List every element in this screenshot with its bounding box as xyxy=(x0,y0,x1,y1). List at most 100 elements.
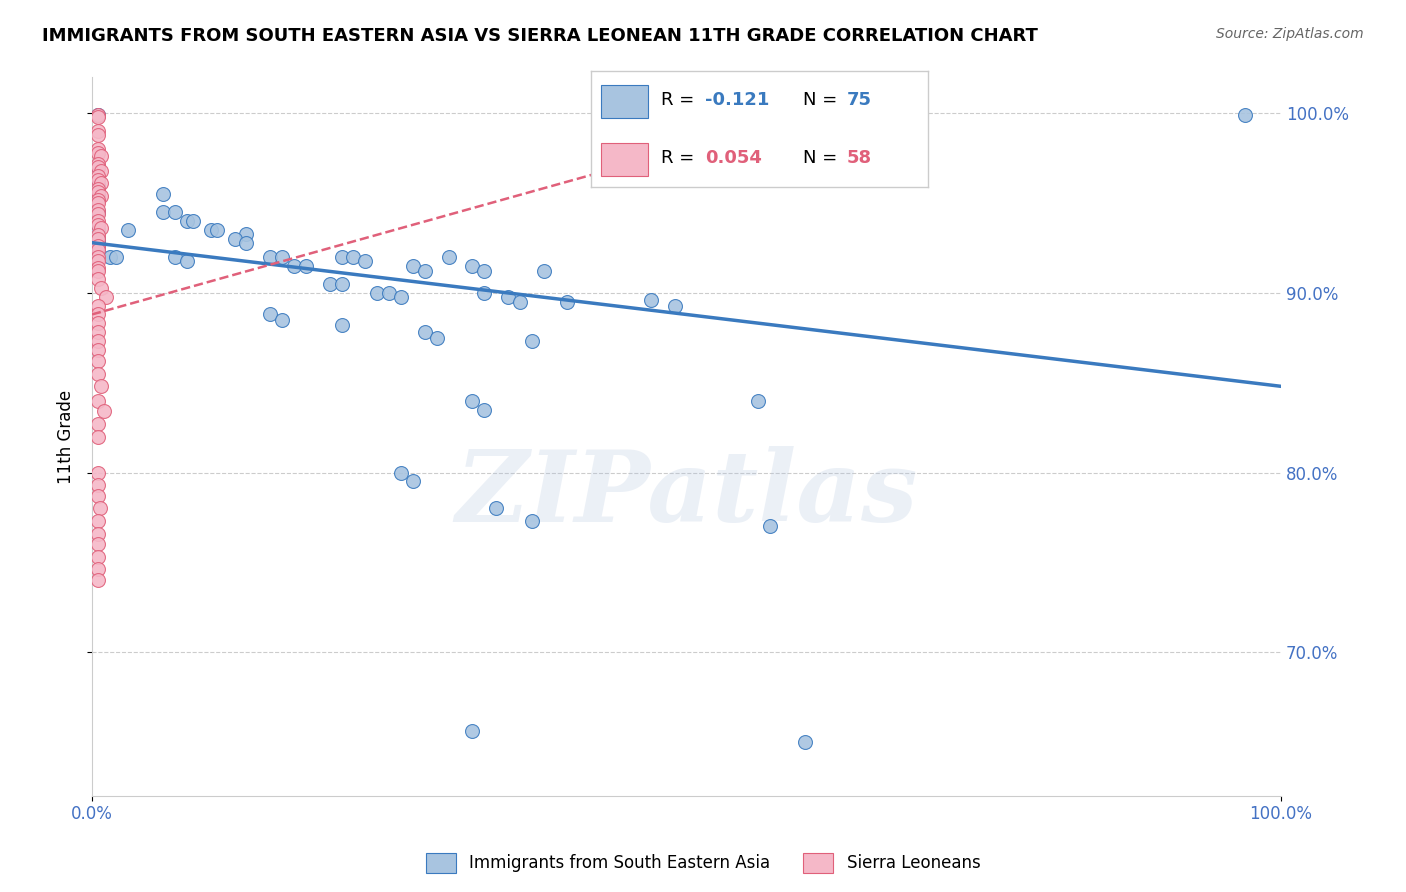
Point xyxy=(533,264,555,278)
Point xyxy=(426,331,449,345)
Point xyxy=(354,253,377,268)
Point xyxy=(87,574,110,588)
Point xyxy=(90,379,112,393)
Point xyxy=(640,108,662,122)
Point xyxy=(87,243,110,257)
Point xyxy=(87,537,110,551)
Point xyxy=(176,253,198,268)
Point xyxy=(330,277,353,291)
Point xyxy=(87,253,110,268)
Point xyxy=(87,562,110,576)
Point xyxy=(87,367,110,381)
Point xyxy=(675,108,697,122)
Point xyxy=(165,205,187,219)
Point xyxy=(378,285,401,300)
Text: ZIPatlas: ZIPatlas xyxy=(456,446,918,542)
Point xyxy=(90,164,112,178)
Point xyxy=(472,285,495,300)
Point xyxy=(87,207,110,221)
Point xyxy=(640,293,662,307)
Point xyxy=(93,404,115,418)
Point xyxy=(87,196,110,211)
Point xyxy=(259,250,281,264)
Point xyxy=(496,289,519,303)
Point xyxy=(485,501,508,516)
Point xyxy=(87,205,110,219)
Point xyxy=(152,187,174,202)
Point xyxy=(87,326,110,340)
Point xyxy=(90,221,112,235)
Point xyxy=(472,264,495,278)
Point xyxy=(87,145,110,160)
Point xyxy=(87,489,110,503)
Point xyxy=(271,313,294,327)
Point xyxy=(389,289,412,303)
Point xyxy=(87,142,110,156)
Point xyxy=(472,402,495,417)
Point xyxy=(87,466,110,480)
Point xyxy=(330,250,353,264)
Point xyxy=(87,169,110,184)
Point xyxy=(389,466,412,480)
Point xyxy=(176,214,198,228)
Point xyxy=(794,735,817,749)
Point xyxy=(87,182,110,196)
Point xyxy=(259,308,281,322)
Point xyxy=(235,235,257,250)
Point xyxy=(94,289,117,303)
Point xyxy=(330,318,353,333)
Point xyxy=(413,264,436,278)
Point xyxy=(87,250,110,264)
Text: R =: R = xyxy=(661,149,700,168)
Point xyxy=(461,393,484,408)
Point xyxy=(402,475,425,489)
Text: N =: N = xyxy=(803,149,844,168)
Point xyxy=(87,417,110,431)
Point xyxy=(87,354,110,368)
Point xyxy=(117,223,139,237)
Point xyxy=(87,239,110,253)
Point xyxy=(366,285,388,300)
Point xyxy=(87,110,110,124)
Point xyxy=(87,429,110,443)
Text: 58: 58 xyxy=(846,149,872,168)
Point xyxy=(90,280,112,294)
Point xyxy=(224,232,246,246)
Text: -0.121: -0.121 xyxy=(706,91,769,110)
Point xyxy=(87,271,110,285)
Point xyxy=(87,514,110,528)
Point xyxy=(87,186,110,200)
Point xyxy=(87,173,110,187)
Point xyxy=(87,298,110,312)
Point xyxy=(271,250,294,264)
Point xyxy=(98,250,121,264)
Point xyxy=(509,294,531,309)
Point xyxy=(87,478,110,492)
Point xyxy=(87,160,110,174)
Text: 75: 75 xyxy=(846,91,872,110)
Point xyxy=(87,317,110,331)
Point xyxy=(87,246,110,260)
Point xyxy=(87,308,110,322)
Point xyxy=(520,514,543,528)
Point xyxy=(87,393,110,408)
Point xyxy=(90,189,112,203)
Point xyxy=(413,326,436,340)
Point xyxy=(87,178,110,193)
Text: Source: ZipAtlas.com: Source: ZipAtlas.com xyxy=(1216,27,1364,41)
Point xyxy=(461,724,484,739)
Point xyxy=(152,205,174,219)
Point xyxy=(104,250,127,264)
Point xyxy=(87,334,110,349)
Point xyxy=(318,277,340,291)
Point xyxy=(181,214,204,228)
Point xyxy=(461,259,484,273)
Point xyxy=(87,232,110,246)
Point xyxy=(235,227,257,241)
Point xyxy=(437,250,460,264)
Point xyxy=(87,228,110,243)
FancyBboxPatch shape xyxy=(600,144,648,176)
Point xyxy=(87,260,110,275)
Point xyxy=(87,214,110,228)
Point xyxy=(87,343,110,358)
